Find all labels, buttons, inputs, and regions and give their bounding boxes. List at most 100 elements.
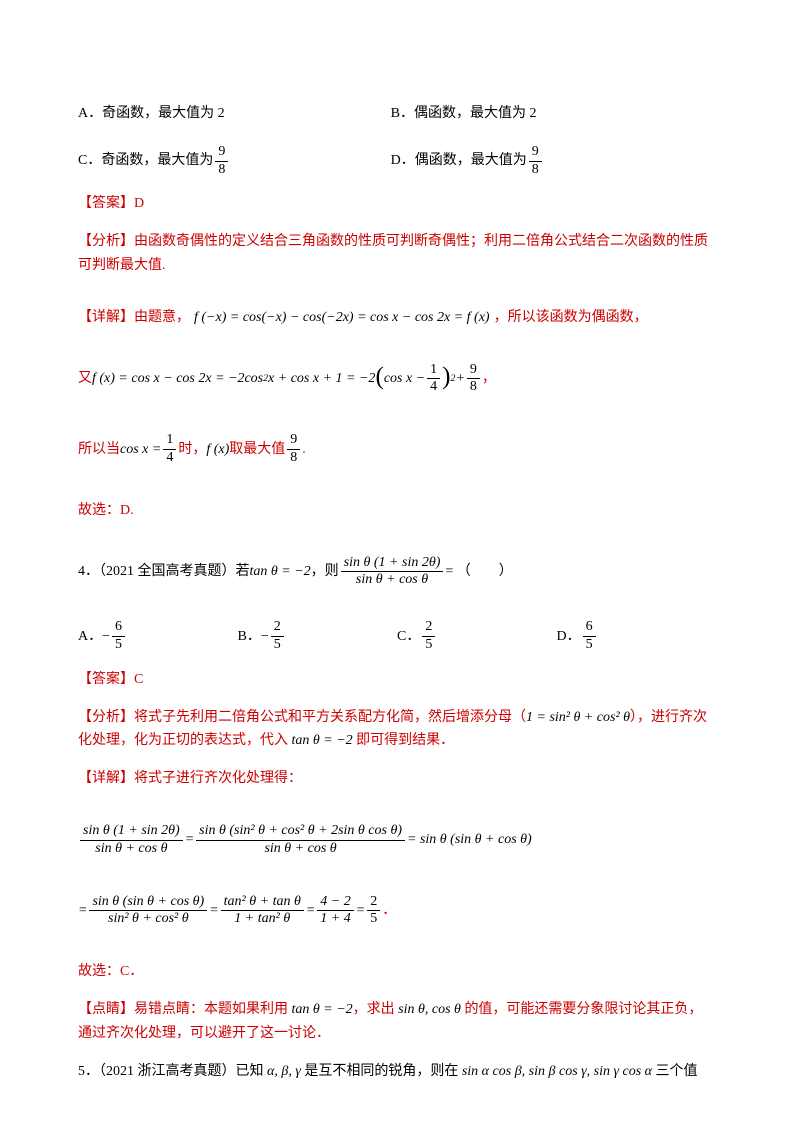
answer-label: 【答案】: [78, 196, 134, 211]
q4-detail-intro: 【详解】将式子进行齐次化处理得：: [78, 767, 716, 791]
opt-letter: A．: [78, 102, 102, 126]
q3-choose: 故选：D.: [78, 499, 716, 523]
math-expr: tan θ = −2: [292, 733, 353, 748]
frac-den: 4: [163, 450, 176, 467]
math-expr: f (−x) = cos(−x) − cos(−2x) = cos x − co…: [194, 306, 490, 330]
fraction: 9 8: [467, 362, 480, 397]
frac-den: 8: [467, 379, 480, 396]
math-expr: tan θ = −2: [250, 560, 311, 584]
math-expr: tan θ = −2: [292, 1002, 353, 1017]
frac-den: sin² θ + cos² θ: [89, 911, 207, 928]
fraction: sin θ (1 + sin 2θ) sin θ + cos θ: [341, 555, 444, 590]
frac-den: 1 + 4: [317, 911, 353, 928]
math-expr: f (x): [206, 438, 229, 462]
eq: =: [185, 828, 194, 852]
eq: =: [209, 899, 218, 923]
q3-option-B: B． 偶函数，最大值为 2: [391, 102, 704, 126]
frac-den: 5: [271, 637, 284, 654]
frac-den: sin θ + cos θ: [196, 841, 405, 858]
stem-text: ，则: [311, 560, 339, 584]
frac-num: 1: [163, 432, 176, 450]
text: 将式子进行齐次化处理得：: [134, 771, 302, 786]
neg: −: [261, 625, 269, 649]
frac-num: 4 − 2: [317, 894, 353, 912]
q3-option-D: D． 偶函数，最大值为 9 8: [391, 144, 704, 179]
stem-text: = （ ）: [445, 560, 512, 584]
analysis-label: 【分析】: [78, 234, 134, 249]
text: ，所以该函数为偶函数，: [494, 306, 648, 330]
q4-choose: 故选：C．: [78, 960, 716, 984]
analysis-text: 由函数奇偶性的定义结合三角函数的性质可判断奇偶性；利用二倍角公式结合二次函数的性…: [78, 234, 708, 273]
q4-option-A: A． − 65: [78, 619, 238, 654]
frac-num: 2: [271, 619, 284, 637]
frac-den: 5: [583, 637, 596, 654]
opt-text: 奇函数，最大值为: [101, 149, 213, 173]
opt-letter: A．: [78, 625, 102, 649]
frac-den: 8: [215, 162, 228, 179]
math-expr: sin θ, cos θ: [398, 1002, 461, 1017]
opt-text: 偶函数，最大值为: [415, 149, 527, 173]
neg: −: [102, 625, 110, 649]
stem-text: 三个值: [652, 1064, 698, 1079]
frac-den: sin θ + cos θ: [80, 841, 183, 858]
q4-answer: 【答案】C: [78, 668, 716, 692]
frac-den: 5: [112, 637, 125, 654]
frac-num: 6: [112, 619, 125, 637]
frac-den: 8: [287, 450, 300, 467]
frac-den: 5: [422, 637, 435, 654]
q3-detail-line3: 所以当 cos x = 1 4 时， f (x) 取最大值 9 8 .: [78, 432, 306, 467]
answer-value: D: [134, 196, 144, 211]
fraction: 9 8: [529, 144, 542, 179]
q4-options: A． − 65 B． − 25 C． 25 D． 65: [78, 619, 716, 654]
opt-letter: D．: [391, 149, 415, 173]
frac-num: 1: [427, 362, 440, 380]
analysis-label: 【分析】: [78, 710, 134, 725]
fraction: tan² θ + tan θ1 + tan² θ: [221, 894, 304, 929]
fraction: 1 4: [163, 432, 176, 467]
text: 时，: [178, 438, 206, 462]
fraction: 9 8: [215, 144, 228, 179]
frac-num: 9: [215, 144, 228, 162]
text: 即可得到结果．: [353, 733, 455, 748]
stem-text: 5．（2021 浙江高考真题）已知: [78, 1064, 267, 1079]
q4-analysis: 【分析】将式子先利用二倍角公式和平方关系配方化简，然后增添分母（1 = sin²…: [78, 706, 716, 754]
frac-den: 1 + tan² θ: [221, 911, 304, 928]
eq: =: [306, 899, 315, 923]
text: 由题意，: [134, 306, 190, 330]
fraction: sin θ (1 + sin 2θ)sin θ + cos θ: [80, 823, 183, 858]
answer-label: 【答案】: [78, 672, 134, 687]
q5-stem: 5．（2021 浙江高考真题）已知 α, β, γ 是互不相同的锐角，则在 si…: [78, 1060, 716, 1084]
opt-letter: B．: [391, 102, 414, 126]
frac-num: 9: [467, 362, 480, 380]
q3-detail-line2: 又 f (x) = cos x − cos 2x = −2cos2 x + co…: [78, 362, 496, 397]
frac-num: 2: [367, 894, 380, 912]
math-expr: sin α cos β, sin β cos γ, sin γ cos α: [462, 1064, 652, 1079]
frac-den: sin θ + cos θ: [341, 572, 444, 589]
fraction: 4 − 21 + 4: [317, 894, 353, 929]
text: .: [302, 438, 306, 462]
fraction: 1 4: [427, 362, 440, 397]
text: ，: [482, 367, 496, 391]
q4-option-D: D． 65: [557, 619, 717, 654]
q3-analysis: 【分析】由函数奇偶性的定义结合三角函数的性质可判断奇偶性；利用二倍角公式结合二次…: [78, 230, 716, 278]
math-expr: α, β, γ: [267, 1064, 301, 1079]
math-expr: +: [455, 367, 464, 391]
fraction: 25: [271, 619, 284, 654]
fraction: 65: [583, 619, 596, 654]
opt-letter: C．: [397, 625, 420, 649]
fraction: 25: [367, 894, 380, 929]
stem-text: 是互不相同的锐角，则在: [301, 1064, 462, 1079]
q3-options: A． 奇函数，最大值为 2 B． 偶函数，最大值为 2 C． 奇函数，最大值为 …: [78, 102, 716, 178]
frac-den: 8: [529, 162, 542, 179]
q4-option-C: C． 25: [397, 619, 557, 654]
text: ，求出: [353, 1002, 399, 1017]
q4-workings-line2: = sin θ (sin θ + cos θ)sin² θ + cos² θ =…: [78, 894, 396, 929]
text: 取最大值: [229, 438, 285, 462]
text: ．: [382, 899, 396, 923]
tip-label: 【点睛】: [78, 1002, 134, 1017]
eq: =: [356, 899, 365, 923]
q3-option-C: C． 奇函数，最大值为 9 8: [78, 144, 391, 179]
q4-tip: 【点睛】易错点睛：本题如果利用 tan θ = −2，求出 sin θ, cos…: [78, 998, 716, 1046]
q3-detail-line1: 【详解】 由题意， f (−x) = cos(−x) − cos(−2x) = …: [78, 306, 648, 330]
text: 所以当: [78, 438, 120, 462]
